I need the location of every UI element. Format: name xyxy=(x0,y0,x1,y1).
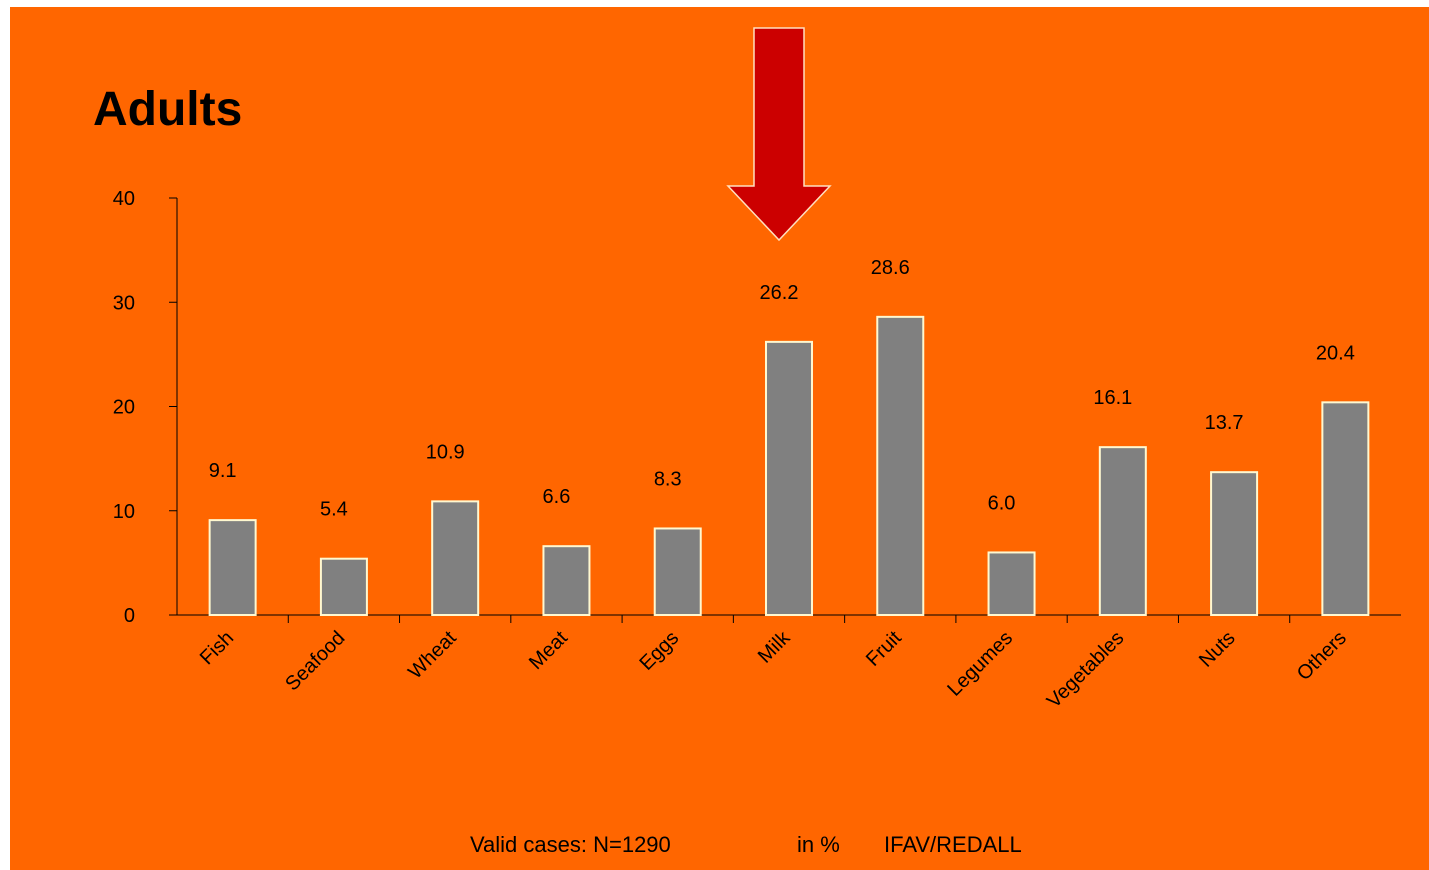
data-label-fruit: 28.6 xyxy=(871,257,910,279)
highlight-arrow xyxy=(726,27,832,242)
bar-fish xyxy=(208,519,257,617)
data-label-nuts: 13.7 xyxy=(1205,412,1244,434)
data-label-milk: 26.2 xyxy=(760,282,799,304)
bar-nuts xyxy=(1210,471,1259,616)
footer-source: IFAV/REDALL xyxy=(884,832,1022,857)
y-tick-label: 40 xyxy=(113,188,135,210)
footer-valid-cases: Valid cases: N=1290 xyxy=(470,832,671,857)
data-label-wheat: 10.9 xyxy=(426,441,465,463)
x-tick-label-nuts: Nuts xyxy=(1195,627,1240,672)
y-tick-label: 30 xyxy=(113,292,135,314)
y-tick-label: 0 xyxy=(124,605,135,627)
x-tick-label-eggs: Eggs xyxy=(635,627,683,675)
x-tick-label-seafood: Seafood xyxy=(281,627,349,695)
chart-title: Adults xyxy=(93,83,243,136)
data-label-eggs: 8.3 xyxy=(654,468,682,490)
y-tick-label: 10 xyxy=(113,501,135,523)
bar-legumes xyxy=(987,551,1036,617)
bar-others xyxy=(1321,401,1370,616)
bar-seafood xyxy=(319,557,368,617)
data-label-meat: 6.6 xyxy=(543,486,571,508)
footer-unit: in % xyxy=(797,832,840,857)
bar-wheat xyxy=(431,500,480,616)
data-label-seafood: 5.4 xyxy=(320,499,348,521)
y-tick-label: 20 xyxy=(113,397,135,419)
arrow-shape xyxy=(726,27,832,242)
x-tick-labels: Fish Seafood Wheat Meat Eggs Milk Fruit Legumes… xyxy=(196,626,1351,712)
x-tick-label-vegetables: Vegetables xyxy=(1043,627,1129,713)
footer: Valid cases: N=1290 in % IFAV/REDALL xyxy=(10,832,1429,862)
bar-milk xyxy=(765,340,813,616)
data-label-fish: 9.1 xyxy=(209,460,237,482)
x-tick-label-milk: Milk xyxy=(754,626,795,667)
bar-meat xyxy=(542,545,591,617)
data-label-others: 20.4 xyxy=(1316,342,1355,364)
bar-eggs xyxy=(653,527,702,616)
x-tick-label-fruit: Fruit xyxy=(862,627,906,671)
axes: 0 10 20 30 40 xyxy=(113,188,1401,627)
x-tick-label-wheat: Wheat xyxy=(404,627,461,684)
x-tick-label-fish: Fish xyxy=(196,627,238,669)
chart-panel: Adults 0 10 20 30 40 9.1 5.4 10.9 6.6 8.3 26.2 28.… xyxy=(10,7,1429,870)
bar-chart: 0 10 20 30 40 9.1 5.4 10.9 6.6 8.3 26.2 28.6 6.0 16.… xyxy=(113,27,1401,713)
x-tick-label-legumes: Legumes xyxy=(943,627,1017,701)
data-label-legumes: 6.0 xyxy=(988,492,1016,514)
x-tick-label-others: Others xyxy=(1293,627,1351,685)
bars xyxy=(208,315,1370,617)
x-tick-label-meat: Meat xyxy=(525,627,572,674)
data-label-vegetables: 16.1 xyxy=(1093,387,1132,409)
bar-vegetables xyxy=(1098,446,1147,616)
bar-fruit xyxy=(876,315,925,616)
data-labels: 9.1 5.4 10.9 6.6 8.3 26.2 28.6 6.0 16.1 13.7 20.4 xyxy=(209,257,1355,521)
